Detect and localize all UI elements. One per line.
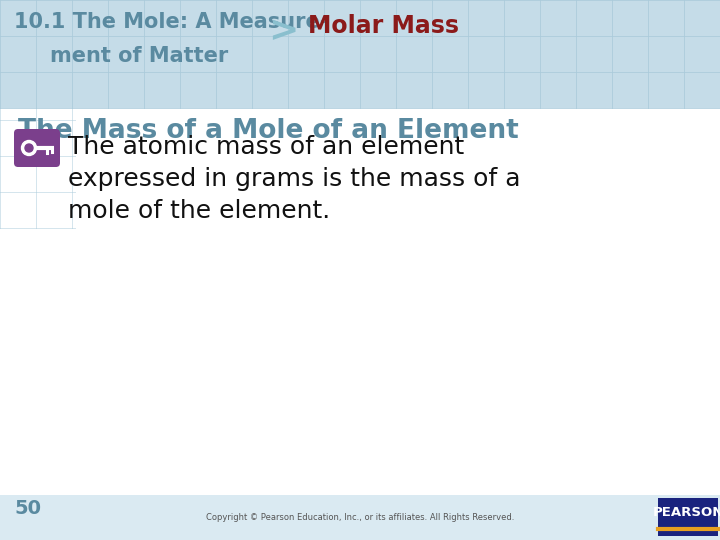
- FancyBboxPatch shape: [0, 495, 720, 540]
- Text: The Mass of a Mole of an Element: The Mass of a Mole of an Element: [18, 118, 518, 144]
- Text: ment of Matter: ment of Matter: [50, 46, 228, 66]
- FancyBboxPatch shape: [0, 0, 720, 108]
- Text: >: >: [268, 14, 298, 48]
- Circle shape: [25, 144, 33, 152]
- Text: Copyright © Pearson Education, Inc., or its affiliates. All Rights Reserved.: Copyright © Pearson Education, Inc., or …: [206, 514, 514, 523]
- Text: 50: 50: [14, 498, 41, 517]
- Text: expressed in grams is the mass of a: expressed in grams is the mass of a: [68, 167, 521, 191]
- Text: PEARSON: PEARSON: [652, 506, 720, 519]
- FancyBboxPatch shape: [658, 498, 718, 536]
- Text: The atomic mass of an element: The atomic mass of an element: [68, 135, 464, 159]
- Text: 10.1 The Mole: A Measure-: 10.1 The Mole: A Measure-: [14, 12, 328, 32]
- Text: mole of the element.: mole of the element.: [68, 199, 330, 223]
- Text: Molar Mass: Molar Mass: [308, 14, 459, 38]
- FancyBboxPatch shape: [14, 129, 60, 167]
- Circle shape: [22, 140, 37, 156]
